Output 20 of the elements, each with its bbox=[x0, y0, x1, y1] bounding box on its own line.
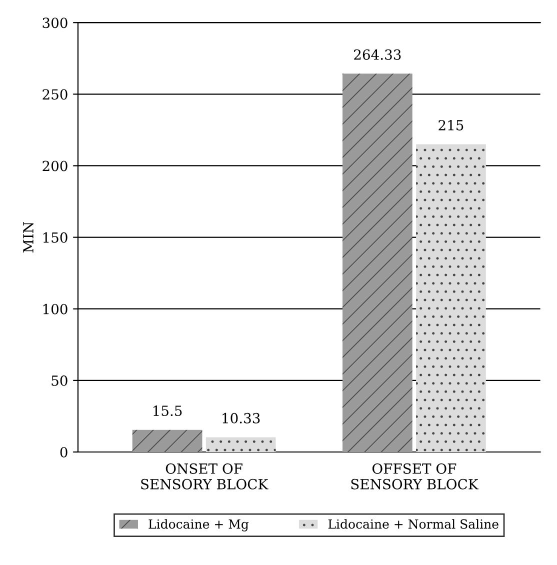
data-label: 264.33 bbox=[354, 49, 401, 60]
data-label: 215 bbox=[438, 120, 464, 130]
y-tick-label: 0 bbox=[60, 446, 68, 458]
y-tick-label: 250 bbox=[42, 89, 68, 100]
bar bbox=[132, 430, 202, 452]
bar bbox=[416, 144, 486, 452]
y-tick-label: 150 bbox=[43, 232, 68, 243]
y-axis-title: MIN bbox=[23, 222, 34, 253]
legend-label: Lidocaine + Normal Saline bbox=[328, 519, 498, 529]
bar bbox=[206, 437, 276, 452]
y-tick-label: 50 bbox=[52, 375, 68, 386]
y-tick-label: 200 bbox=[42, 160, 68, 172]
bar bbox=[342, 74, 412, 452]
legend-label: Lidocaine + Mg bbox=[148, 519, 249, 532]
x-tick-label: ONSET OF SENSORY BLOCK bbox=[141, 463, 268, 490]
y-tick-label: 100 bbox=[43, 304, 68, 314]
y-tick-label: 300 bbox=[42, 18, 68, 28]
data-label: 15.5 bbox=[154, 406, 182, 416]
x-tick-label: OFFSET OF SENSORY BLOCK bbox=[351, 463, 478, 490]
data-label: 10.33 bbox=[222, 412, 260, 424]
